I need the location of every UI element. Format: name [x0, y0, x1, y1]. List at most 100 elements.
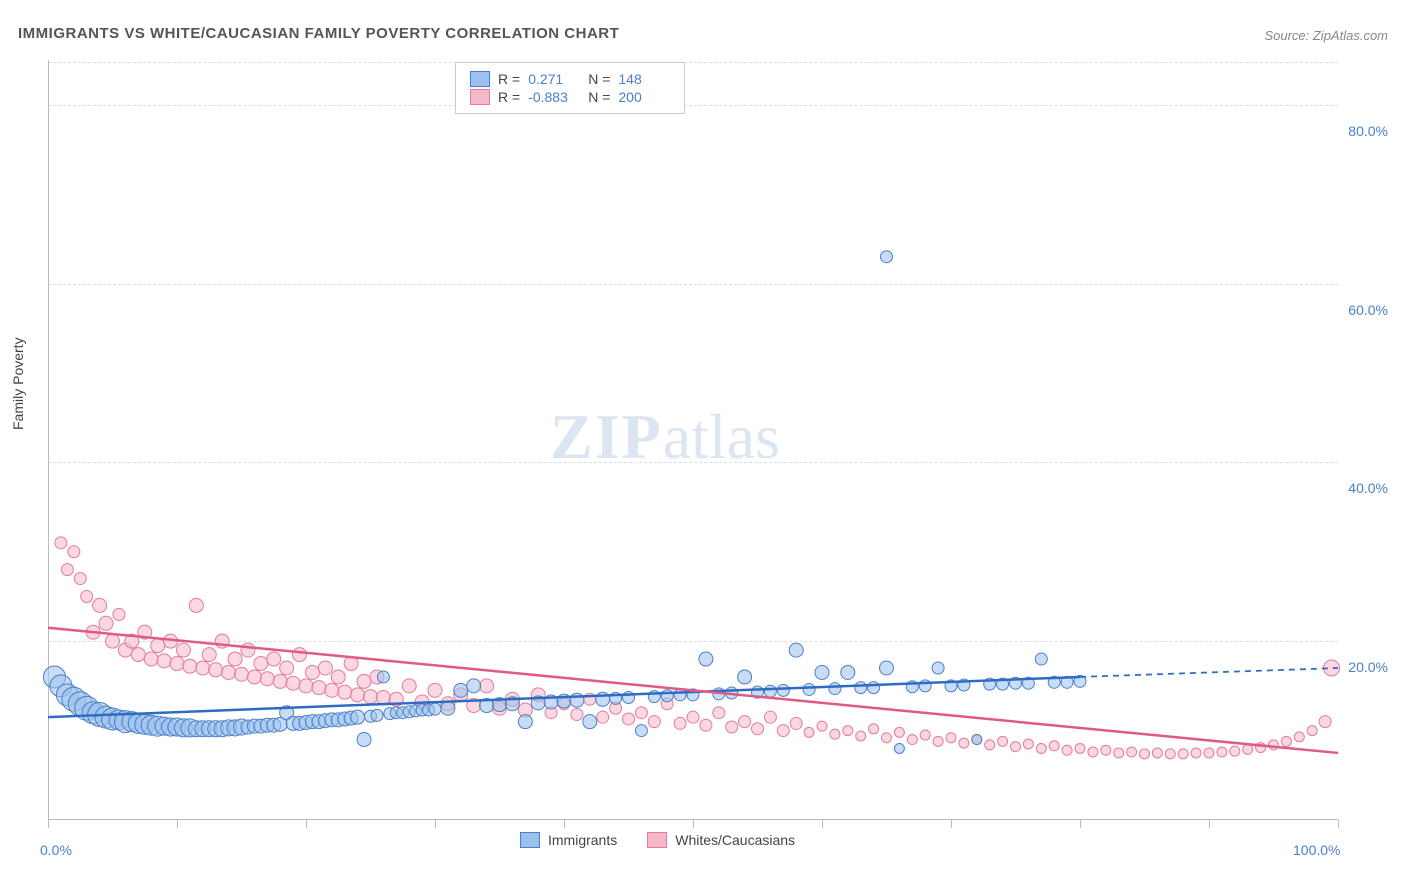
scatter-point: [1101, 745, 1111, 755]
legend-swatch-immigrants: [470, 71, 490, 87]
scatter-point: [81, 590, 93, 602]
scatter-point: [998, 736, 1008, 746]
legend-swatch-immigrants-icon: [520, 832, 540, 848]
series-legend: Immigrants Whites/Caucasians: [520, 832, 795, 848]
chart-title: IMMIGRANTS VS WHITE/CAUCASIAN FAMILY POV…: [18, 25, 619, 42]
y-tick-label: 40.0%: [1348, 480, 1388, 496]
scatter-point: [648, 716, 660, 728]
scatter-point: [699, 652, 713, 666]
scatter-point: [738, 670, 752, 684]
scatter-point: [777, 684, 789, 696]
scatter-point: [817, 721, 827, 731]
scatter-point: [815, 665, 829, 679]
source-attribution: Source: ZipAtlas.com: [1264, 28, 1388, 43]
n-label: N =: [588, 89, 610, 105]
n-value-whites: 200: [618, 89, 670, 105]
correlation-legend: R = 0.271 N = 148 R = -0.883 N = 200: [455, 62, 685, 114]
scatter-point: [985, 740, 995, 750]
scatter-point: [377, 671, 389, 683]
scatter-point: [1049, 741, 1059, 751]
r-label: R =: [498, 89, 520, 105]
scatter-point: [752, 723, 764, 735]
scatter-point: [1178, 749, 1188, 759]
scatter-point: [713, 707, 725, 719]
scatter-point: [1165, 749, 1175, 759]
scatter-point: [235, 667, 249, 681]
scatter-point: [687, 711, 699, 723]
scatter-point: [804, 727, 814, 737]
scatter-point: [880, 661, 894, 675]
scatter-point: [189, 598, 203, 612]
scatter-point: [312, 681, 326, 695]
scatter-point: [661, 690, 673, 702]
scatter-point: [106, 634, 120, 648]
scatter-point: [325, 683, 339, 697]
scatter-point: [428, 683, 442, 697]
scatter-point: [1319, 716, 1331, 728]
scatter-point: [351, 710, 365, 724]
scatter-point: [170, 657, 184, 671]
scatter-point: [1204, 748, 1214, 758]
scatter-point: [196, 661, 210, 675]
scatter-point: [247, 670, 261, 684]
scatter-point: [571, 708, 583, 720]
scatter-point: [99, 616, 113, 630]
scatter-point: [856, 731, 866, 741]
scatter-point: [371, 709, 383, 721]
scatter-point: [739, 716, 751, 728]
scatter-point: [829, 683, 841, 695]
scatter-point: [1191, 748, 1201, 758]
scatter-point: [1036, 743, 1046, 753]
series-legend-immigrants: Immigrants: [520, 832, 617, 848]
scatter-point: [351, 688, 365, 702]
scatter-point: [286, 676, 300, 690]
scatter-point: [338, 685, 352, 699]
scatter-point: [920, 730, 930, 740]
scatter-point: [1230, 746, 1240, 756]
scatter-point: [93, 598, 107, 612]
y-tick-label: 80.0%: [1348, 123, 1388, 139]
legend-swatch-whites: [470, 89, 490, 105]
legend-row-whites: R = -0.883 N = 200: [470, 89, 670, 105]
scatter-point: [1023, 739, 1033, 749]
scatter-point: [467, 679, 481, 693]
scatter-point: [907, 735, 917, 745]
scatter-point: [1140, 749, 1150, 759]
scatter-point: [209, 663, 223, 677]
scatter-point: [61, 564, 73, 576]
scatter-point: [318, 661, 332, 675]
scatter-point: [376, 691, 390, 705]
scatter-point: [946, 733, 956, 743]
scatter-point: [855, 682, 867, 694]
scatter-point: [635, 725, 647, 737]
scatter-point: [1127, 747, 1137, 757]
scatter-point: [113, 608, 125, 620]
scatter-point: [700, 719, 712, 731]
scatter-point: [176, 643, 190, 657]
scatter-point: [228, 652, 242, 666]
scatter-point: [183, 659, 197, 673]
scatter-point: [972, 735, 982, 745]
scatter-point: [868, 682, 880, 694]
scatter-point: [1152, 748, 1162, 758]
scatter-point: [933, 736, 943, 746]
legend-swatch-whites-icon: [647, 832, 667, 848]
scatter-point: [273, 674, 287, 688]
scatter-point: [518, 715, 532, 729]
y-tick-label: 20.0%: [1348, 659, 1388, 675]
scatter-point: [429, 703, 441, 715]
scatter-point: [789, 643, 803, 657]
scatter-point: [623, 713, 635, 725]
scatter-point: [894, 743, 904, 753]
scatter-point: [1011, 742, 1021, 752]
scatter-point: [959, 738, 969, 748]
scatter-point: [894, 727, 904, 737]
scatter-point: [869, 724, 879, 734]
scatter-point: [1243, 744, 1253, 754]
scatter-point: [68, 546, 80, 558]
scatter-point: [790, 717, 802, 729]
scatter-point: [777, 725, 789, 737]
series-label-whites: Whites/Caucasians: [675, 832, 795, 848]
scatter-point: [1075, 743, 1085, 753]
trend-line-extrapolated: [1080, 668, 1338, 677]
